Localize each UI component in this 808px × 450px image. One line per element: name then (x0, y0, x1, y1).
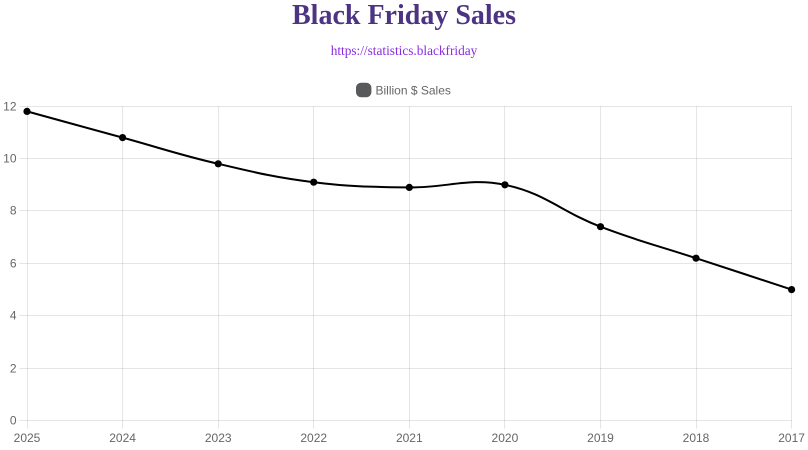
svg-text:4: 4 (10, 309, 17, 323)
svg-text:2020: 2020 (492, 431, 519, 445)
svg-text:2023: 2023 (205, 431, 232, 445)
svg-text:12: 12 (3, 100, 17, 114)
svg-text:2017: 2017 (778, 431, 805, 445)
svg-text:2024: 2024 (109, 431, 136, 445)
svg-text:10: 10 (3, 152, 17, 166)
svg-text:2019: 2019 (587, 431, 614, 445)
svg-text:2022: 2022 (300, 431, 327, 445)
svg-text:2021: 2021 (396, 431, 423, 445)
svg-text:2025: 2025 (14, 431, 41, 445)
svg-text:8: 8 (10, 204, 17, 218)
svg-text:2: 2 (10, 362, 17, 376)
svg-text:0: 0 (10, 414, 17, 428)
svg-text:2018: 2018 (683, 431, 710, 445)
svg-text:6: 6 (10, 257, 17, 271)
svg-text:Billion $ Sales: Billion $ Sales (376, 84, 451, 98)
